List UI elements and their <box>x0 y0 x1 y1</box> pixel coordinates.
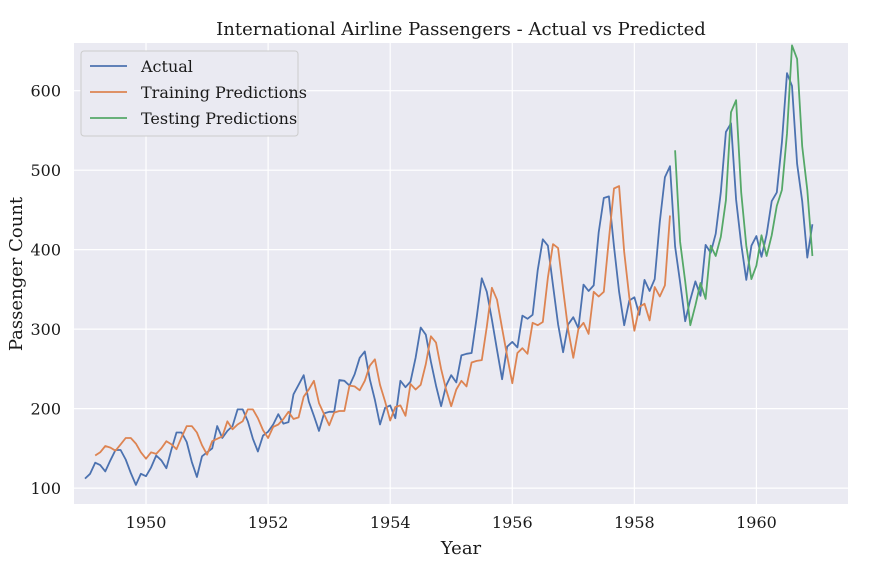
x-tick-label: 1954 <box>370 513 411 532</box>
tick-labels: 1950 1952 1954 1956 1958 1960 100 200 300 400 500 6… <box>30 82 776 532</box>
x-tick-label: 1950 <box>126 513 167 532</box>
x-tick-label: 1958 <box>614 513 655 532</box>
y-axis-label: Passenger Count <box>6 196 27 351</box>
y-tick-label: 500 <box>30 161 61 180</box>
legend-label-testing: Testing Predictions <box>141 109 297 128</box>
legend-label-training: Training Predictions <box>141 83 307 102</box>
legend-label-actual: Actual <box>140 57 193 76</box>
y-tick-label: 600 <box>30 82 61 101</box>
legend-box <box>80 50 299 137</box>
y-tick-label: 100 <box>30 479 61 498</box>
x-tick-label: 1960 <box>736 513 777 532</box>
series-line-training-predictions <box>94 185 671 460</box>
x-tick-label: 1952 <box>248 513 289 532</box>
grid <box>74 43 848 504</box>
y-tick-label: 200 <box>30 400 61 419</box>
y-tick-label: 400 <box>30 241 61 260</box>
legend: Actual Training Predictions Testing Pred… <box>80 50 307 137</box>
series-layer <box>84 44 814 486</box>
chart-title: International Airline Passengers - Actua… <box>216 19 706 40</box>
x-axis-label: Year <box>440 538 482 559</box>
y-tick-label: 300 <box>30 320 61 339</box>
series-line-testing-predictions <box>674 44 814 327</box>
x-tick-label: 1956 <box>492 513 533 532</box>
